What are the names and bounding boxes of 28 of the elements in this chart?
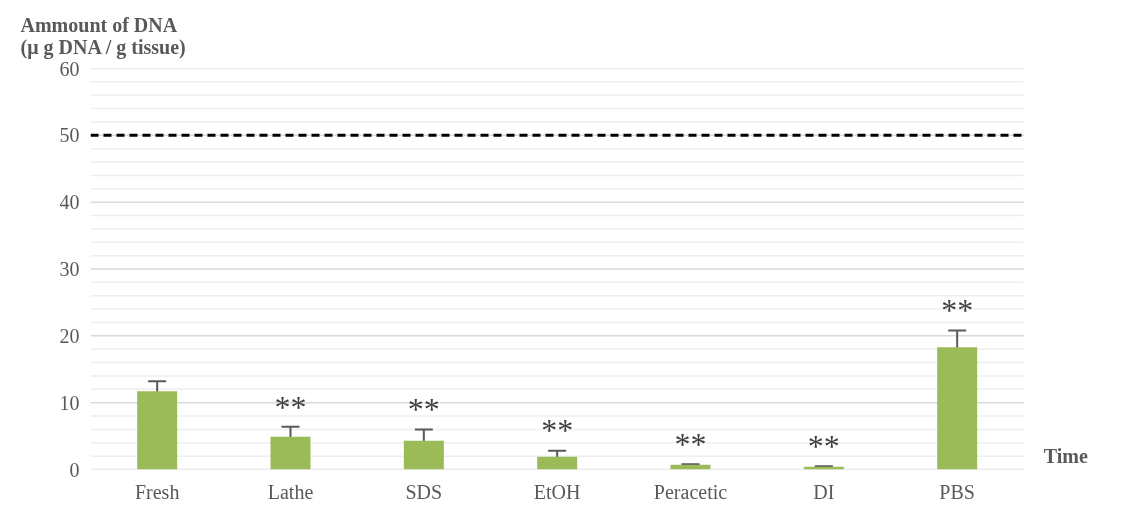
y-axis-title: Ammount of DNA (μ g DNA / g tissue) bbox=[20, 13, 186, 59]
bar bbox=[670, 464, 711, 470]
annotation: ** bbox=[541, 412, 574, 449]
y-tick-label: 10 bbox=[59, 391, 80, 414]
y-tick-label: 20 bbox=[59, 324, 80, 347]
annotation: ** bbox=[407, 390, 440, 427]
x-tick-label: Fresh bbox=[134, 480, 180, 503]
x-axis-title: Time bbox=[1043, 444, 1089, 467]
y-tick-label: 60 bbox=[59, 57, 80, 80]
x-tick-label: Peracetic bbox=[653, 480, 728, 503]
x-tick-label: EtOH bbox=[533, 480, 581, 503]
bar bbox=[137, 391, 178, 470]
x-tick-label: PBS bbox=[939, 480, 975, 503]
y-tick-label: 40 bbox=[59, 191, 80, 214]
bar bbox=[537, 456, 578, 470]
y-tick-label: 0 bbox=[69, 458, 80, 481]
bar bbox=[403, 440, 444, 470]
x-tick-label: DI bbox=[813, 480, 835, 503]
annotation: ** bbox=[941, 291, 974, 328]
bar bbox=[270, 436, 311, 470]
annotation: ** bbox=[674, 426, 707, 463]
x-tick-label: Lathe bbox=[267, 480, 314, 503]
bar bbox=[937, 347, 978, 470]
y-tick-label: 30 bbox=[59, 258, 80, 280]
annotation: ** bbox=[807, 428, 840, 465]
annotation: ** bbox=[274, 388, 307, 425]
x-tick-label: SDS bbox=[405, 480, 443, 503]
y-tick-label: 50 bbox=[59, 124, 80, 147]
